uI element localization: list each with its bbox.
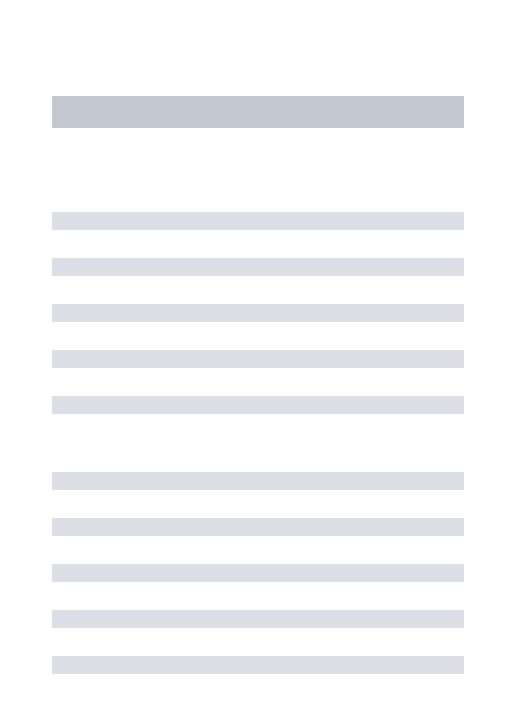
skeleton-line: [52, 304, 464, 322]
skeleton-line: [52, 212, 464, 230]
skeleton-line: [52, 518, 464, 536]
skeleton-line: [52, 564, 464, 582]
skeleton-line: [52, 350, 464, 368]
skeleton-line: [52, 472, 464, 490]
skeleton-line: [52, 396, 464, 414]
skeleton-line: [52, 656, 464, 674]
skeleton-line-group: [52, 212, 464, 414]
skeleton-page: [0, 0, 516, 674]
skeleton-line: [52, 258, 464, 276]
skeleton-line-group: [52, 472, 464, 674]
skeleton-header: [52, 96, 464, 128]
skeleton-line: [52, 610, 464, 628]
